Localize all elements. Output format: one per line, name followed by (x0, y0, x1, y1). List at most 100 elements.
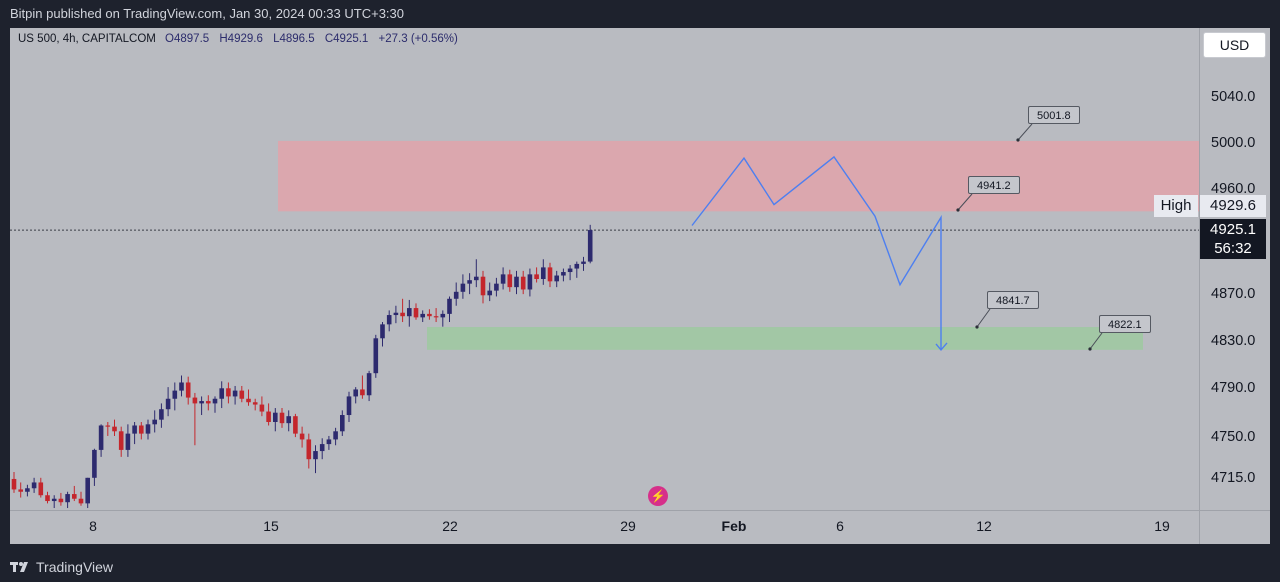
candle-body[interactable] (239, 390, 245, 399)
candle-body[interactable] (407, 308, 412, 317)
candle-body[interactable] (293, 416, 298, 434)
candle-body[interactable] (413, 308, 419, 318)
candle-body[interactable] (440, 313, 446, 318)
candle-body[interactable] (494, 283, 499, 291)
lightning-event-icon[interactable]: ⚡ (648, 486, 668, 506)
candle-body[interactable] (145, 424, 151, 434)
candle-body[interactable] (527, 274, 533, 290)
candle-body[interactable] (219, 388, 224, 399)
candle-body[interactable] (232, 390, 238, 397)
candle-body[interactable] (286, 416, 291, 424)
candle-body[interactable] (118, 431, 124, 450)
candle-body[interactable] (78, 498, 84, 504)
candle-body[interactable] (212, 398, 218, 404)
candle-body[interactable] (393, 312, 399, 316)
candle-body[interactable] (25, 488, 30, 492)
candle-body[interactable] (51, 498, 57, 502)
candle-body[interactable] (105, 425, 111, 427)
candle-body[interactable] (487, 290, 492, 296)
candle-body[interactable] (541, 267, 546, 280)
price-callout[interactable]: 4822.1 (1099, 315, 1151, 333)
candle-body[interactable] (98, 425, 104, 450)
candle-body[interactable] (165, 398, 171, 410)
candle-body[interactable] (179, 382, 184, 391)
candle-body[interactable] (520, 276, 526, 290)
candle-body[interactable] (159, 409, 164, 420)
candle-body[interactable] (246, 398, 251, 403)
candle-body[interactable] (561, 272, 566, 276)
candle-body[interactable] (58, 498, 64, 503)
candle-body[interactable] (366, 373, 372, 396)
candle-body[interactable] (333, 431, 338, 440)
candle-body[interactable] (125, 433, 131, 450)
candle-body[interactable] (420, 313, 425, 318)
candle-body[interactable] (266, 411, 271, 422)
price-callout[interactable]: 4841.7 (987, 291, 1039, 309)
candle-body[interactable] (192, 397, 198, 404)
candle-body[interactable] (226, 388, 231, 397)
candle-body[interactable] (206, 401, 211, 404)
candle-body[interactable] (319, 444, 325, 452)
candle-body[interactable] (373, 338, 379, 374)
candle-body[interactable] (185, 382, 191, 398)
candle-body[interactable] (38, 482, 44, 496)
candle-body[interactable] (353, 389, 358, 397)
candle-body[interactable] (547, 267, 553, 282)
candle-body[interactable] (172, 390, 178, 399)
candle-body[interactable] (11, 478, 17, 490)
candle-body[interactable] (199, 401, 204, 404)
candle-body[interactable] (554, 275, 559, 282)
candle-body[interactable] (92, 449, 97, 478)
candle-body[interactable] (480, 276, 486, 296)
candle-body[interactable] (460, 283, 466, 292)
candle-body[interactable] (500, 274, 506, 284)
candle-body[interactable] (474, 276, 479, 281)
projection-path[interactable] (691, 155, 942, 350)
candle-body[interactable] (306, 439, 312, 460)
demand-zone[interactable] (427, 327, 1143, 350)
candle-body[interactable] (400, 312, 405, 317)
tradingview-logo[interactable]: TradingView (10, 552, 113, 582)
candle-body[interactable] (252, 402, 258, 405)
candle-body[interactable] (453, 291, 459, 299)
time-axis-area[interactable] (10, 510, 1270, 544)
candle-body[interactable] (313, 451, 318, 460)
candle-body[interactable] (85, 477, 90, 504)
candle-body[interactable] (567, 268, 573, 273)
candle-body[interactable] (514, 276, 519, 288)
candle-body[interactable] (386, 315, 392, 325)
price-callout[interactable]: 4941.2 (968, 176, 1020, 194)
candle-body[interactable] (574, 263, 580, 269)
currency-button[interactable]: USD (1203, 32, 1266, 58)
supply-zone[interactable] (278, 140, 1199, 212)
candle-body[interactable] (467, 280, 472, 284)
candle-body[interactable] (273, 412, 278, 422)
candle-body[interactable] (45, 495, 50, 502)
candle-body[interactable] (360, 389, 365, 396)
candle-body[interactable] (299, 433, 305, 440)
candle-body[interactable] (587, 230, 593, 262)
candle-body[interactable] (380, 324, 385, 339)
candle-body[interactable] (346, 396, 352, 416)
candle-body[interactable] (259, 404, 265, 412)
candle-body[interactable] (340, 415, 345, 432)
price-axis-area[interactable] (1199, 28, 1270, 510)
candle-body[interactable] (139, 425, 144, 434)
candle-body[interactable] (18, 489, 23, 492)
candle-body[interactable] (581, 261, 586, 264)
candle-body[interactable] (507, 274, 513, 288)
candle-body[interactable] (534, 274, 539, 280)
price-callout[interactable]: 5001.8 (1028, 106, 1080, 124)
candle-body[interactable] (72, 494, 77, 499)
candle-body[interactable] (447, 298, 452, 314)
candle-body[interactable] (112, 426, 117, 432)
candle-body[interactable] (326, 439, 332, 445)
candle-body[interactable] (279, 412, 285, 424)
candle-body[interactable] (433, 316, 439, 318)
candle-body[interactable] (65, 494, 70, 503)
candle-body[interactable] (132, 425, 137, 434)
candle-body[interactable] (427, 313, 432, 317)
symbol-label[interactable]: US 500, 4h, CAPITALCOM (18, 33, 156, 45)
candle-body[interactable] (31, 482, 37, 489)
